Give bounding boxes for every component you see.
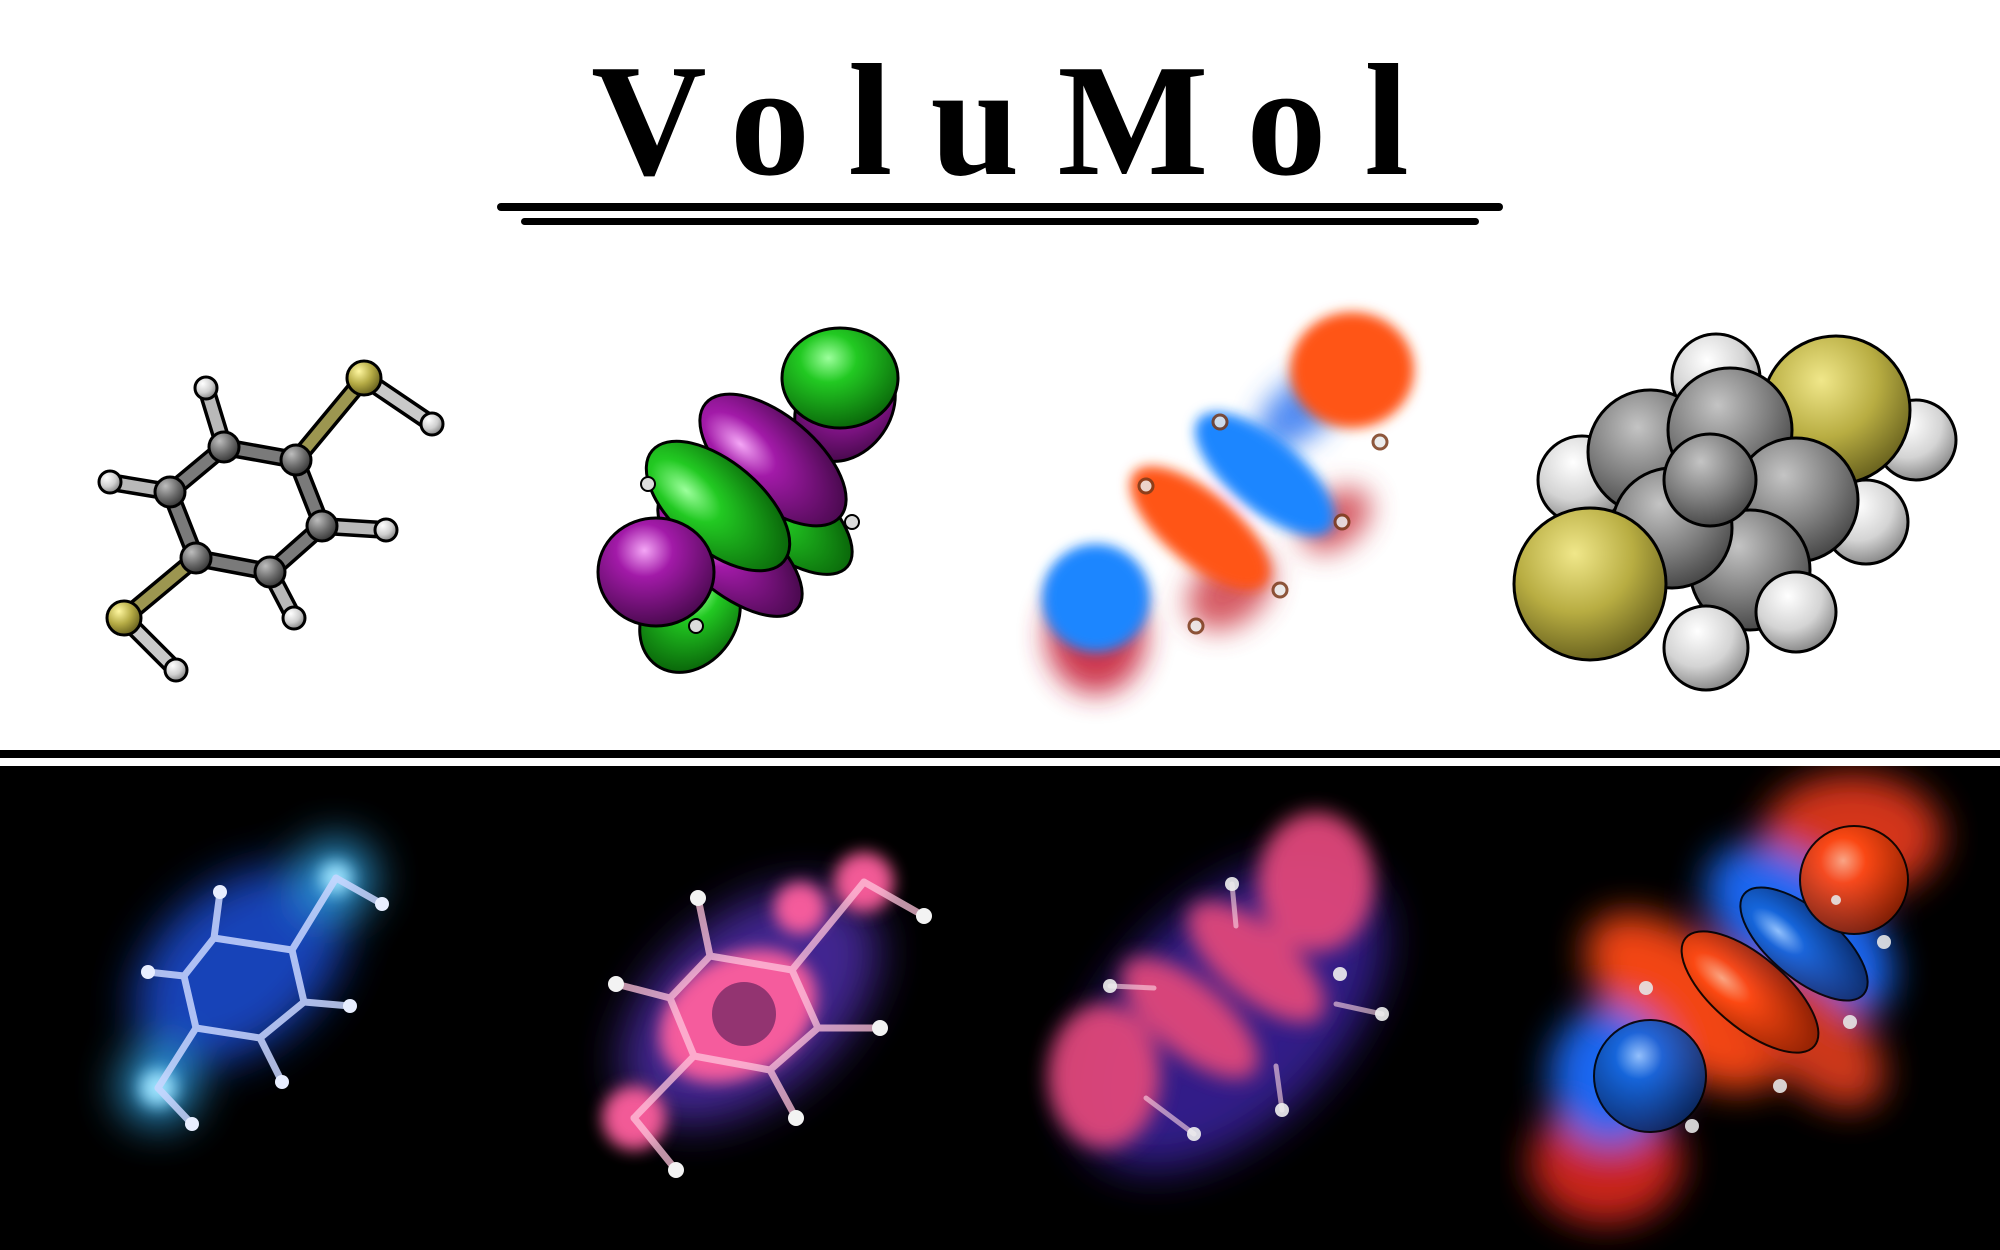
dark-volumetric-orbital-icon — [1500, 766, 2000, 1250]
dark-render-row — [0, 766, 2000, 1250]
space-filling-molecule-icon — [1500, 260, 2000, 750]
ball-and-stick-svg — [97, 359, 445, 683]
isosurface-orbital-svg — [596, 326, 900, 674]
dark-volumetric-orbital-svg — [1530, 774, 1942, 1224]
glowing-atoms-molecule-icon — [0, 766, 500, 1250]
glowing-density-svg — [602, 852, 932, 1178]
title-underline-bottom — [521, 218, 1479, 225]
light-render-row — [0, 260, 2000, 750]
glowing-atoms-svg — [120, 840, 389, 1131]
volumetric-orbital-svg — [1042, 312, 1414, 694]
title-underline-top — [497, 203, 1503, 211]
glowing-orbital-icon — [1000, 766, 1500, 1250]
volumetric-orbital-icon — [1000, 260, 1500, 750]
page-title: VoluMol — [591, 31, 1447, 209]
space-filling-svg — [1512, 332, 1958, 692]
section-divider — [0, 750, 2000, 758]
isosurface-orbital-icon — [500, 260, 1000, 750]
glowing-density-molecule-icon — [500, 766, 1000, 1250]
glowing-orbital-svg — [1048, 812, 1389, 1172]
ball-and-stick-molecule-icon — [0, 260, 500, 750]
header: VoluMol — [0, 0, 2000, 240]
